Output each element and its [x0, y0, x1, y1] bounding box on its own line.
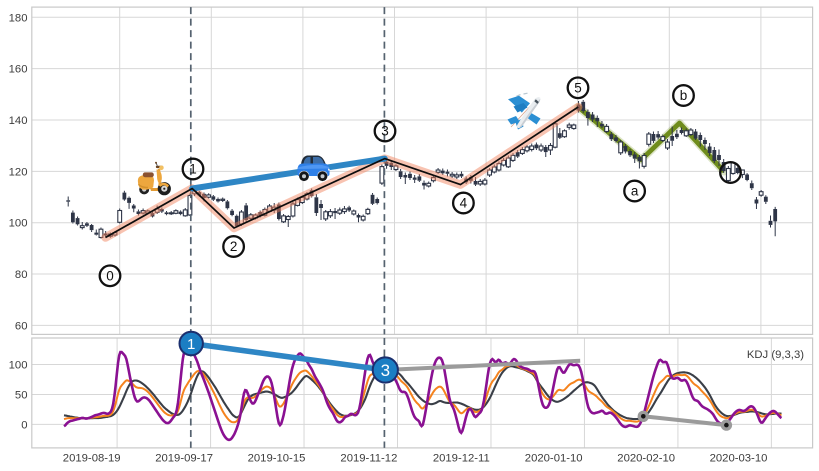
svg-text:2020-03-10: 2020-03-10	[710, 453, 768, 465]
svg-text:5: 5	[574, 80, 582, 95]
svg-text:2020-01-10: 2020-01-10	[525, 453, 583, 465]
svg-text:2: 2	[230, 239, 238, 254]
svg-text:50: 50	[15, 390, 28, 402]
svg-text:3: 3	[381, 124, 389, 139]
svg-text:4: 4	[460, 196, 468, 211]
svg-text:140: 140	[9, 115, 28, 127]
svg-text:2020-02-10: 2020-02-10	[617, 453, 675, 465]
svg-text:2019-08-19: 2019-08-19	[63, 453, 121, 465]
svg-text:2019-12-11: 2019-12-11	[433, 453, 490, 465]
svg-text:a: a	[631, 184, 639, 199]
svg-text:0: 0	[21, 419, 27, 431]
svg-text:KDJ (9,3,3): KDJ (9,3,3)	[747, 349, 804, 361]
svg-text:100: 100	[9, 218, 28, 230]
svg-text:100: 100	[9, 360, 28, 372]
svg-text:160: 160	[9, 64, 28, 76]
svg-text:1: 1	[189, 162, 197, 177]
svg-text:3: 3	[381, 361, 390, 380]
svg-text:80: 80	[15, 269, 28, 281]
svg-text:2019-10-15: 2019-10-15	[248, 453, 306, 465]
svg-text:60: 60	[15, 320, 28, 332]
svg-text:b: b	[680, 88, 688, 103]
svg-text:180: 180	[9, 12, 28, 24]
svg-text:120: 120	[9, 166, 28, 178]
svg-text:0: 0	[106, 268, 114, 283]
svg-text:1: 1	[187, 336, 195, 353]
svg-text:2019-11-12: 2019-11-12	[340, 453, 397, 465]
svg-text:2019-09-17: 2019-09-17	[155, 453, 213, 465]
